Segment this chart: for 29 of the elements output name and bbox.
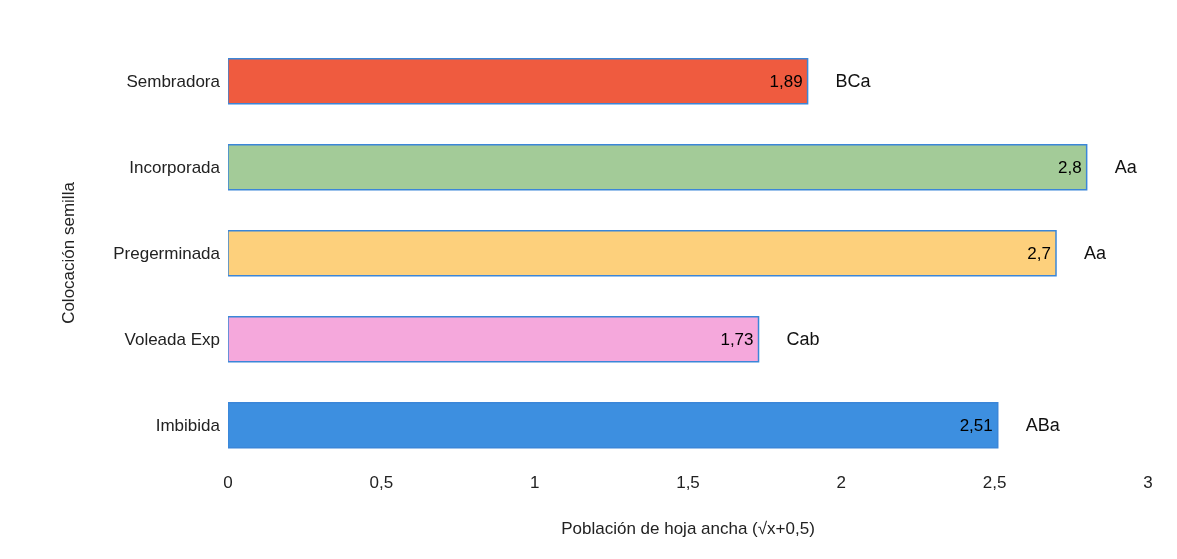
data-label: 2,7: [1027, 244, 1051, 264]
bar: [228, 315, 760, 363]
data-label: 1,89: [769, 72, 803, 92]
x-tick-label: 3: [1143, 473, 1153, 493]
bar: [228, 57, 809, 105]
annotation: Aa: [1084, 243, 1108, 264]
annotation: Cab: [786, 329, 820, 350]
data-label: 2,51: [959, 416, 993, 436]
y-tick-label: Sembradora: [126, 72, 221, 92]
x-tick-label: 2,5: [982, 473, 1007, 493]
data-label: 2,8: [1058, 158, 1082, 178]
bar: [228, 401, 999, 449]
bar: [228, 143, 1088, 191]
y-tick-label: Imbibida: [155, 416, 221, 436]
annotation: ABa: [1025, 415, 1061, 436]
annotation: Aa: [1114, 157, 1138, 178]
annotation: BCa: [835, 71, 872, 92]
x-tick-label: 2: [836, 473, 847, 493]
x-tick-label: 1: [529, 473, 540, 493]
data-label: 1,73: [720, 330, 754, 350]
y-tick-label: Voleada Exp: [124, 330, 220, 350]
y-axis-title: Colocación semilla: [59, 181, 79, 324]
x-tick-label: 0: [223, 473, 233, 493]
x-tick-label: 1,5: [676, 473, 700, 493]
x-tick-label: 0,5: [369, 473, 394, 493]
y-tick-label: Pregerminada: [113, 244, 221, 264]
y-tick-label: Incorporada: [129, 158, 221, 178]
x-axis-title: Población de hoja ancha (√x+0,5): [561, 519, 815, 538]
bar: [228, 229, 1057, 277]
